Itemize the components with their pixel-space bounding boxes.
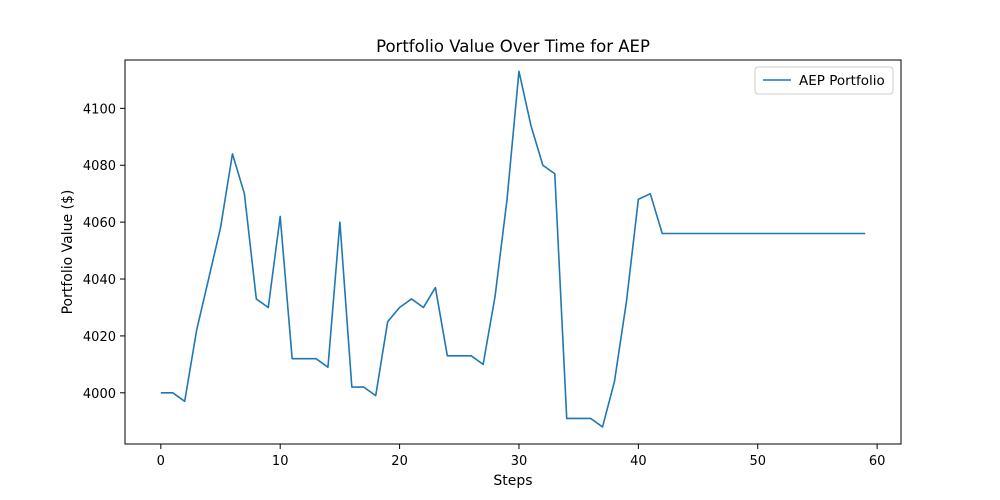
legend: AEP Portfolio	[754, 66, 894, 95]
y-tick-label: 4100	[83, 102, 116, 117]
y-tick-label: 4080	[83, 159, 116, 174]
x-tick-label: 60	[869, 454, 886, 469]
y-tick-label: 4020	[83, 330, 116, 345]
y-axis: 4000 4020 4040 4060 4080 4100	[83, 102, 125, 402]
x-tick-label: 20	[391, 454, 408, 469]
legend-label: AEP Portfolio	[799, 73, 885, 89]
series-line-aep-portfolio	[160, 70, 866, 428]
y-tick-label: 4060	[83, 216, 116, 231]
y-axis-label: Portfolio Value ($)	[60, 190, 76, 315]
x-tick-label: 50	[749, 454, 766, 469]
x-axis-label: Steps	[493, 473, 532, 489]
y-tick-label: 4000	[83, 387, 116, 402]
x-axis: 0 10 20 30 40 50 60	[157, 444, 886, 469]
x-tick-label: 30	[511, 454, 528, 469]
chart-title: Portfolio Value Over Time for AEP	[376, 37, 650, 56]
y-tick-label: 4040	[83, 273, 116, 288]
x-tick-label: 0	[157, 454, 165, 469]
x-tick-label: 40	[630, 454, 647, 469]
plot-area	[124, 59, 902, 445]
x-tick-label: 10	[272, 454, 289, 469]
legend-box	[754, 66, 894, 95]
